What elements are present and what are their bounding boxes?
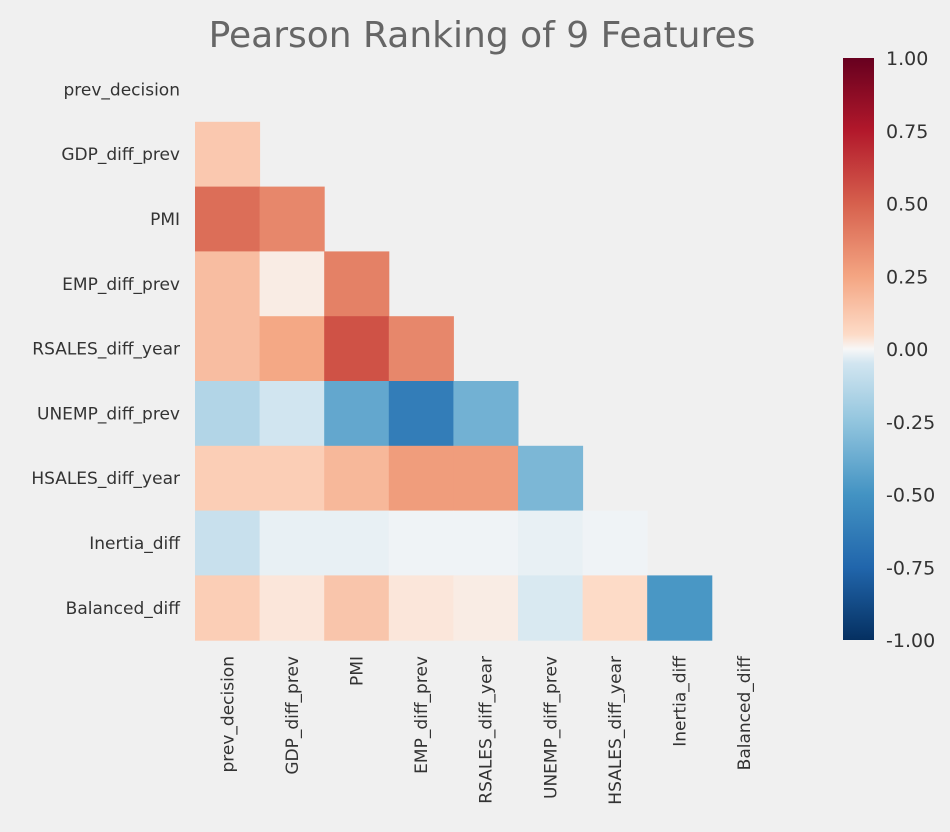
colorbar-tick-label: 0.75 [886, 121, 928, 143]
heatmap-cell-8-3 [388, 575, 454, 641]
heatmap-cell-2-1 [259, 186, 325, 252]
colorbar-tick-label: -0.25 [886, 412, 935, 434]
colorbar-tick-label: -0.75 [886, 557, 935, 579]
heatmap-cell-7-2 [324, 510, 390, 576]
heatmap-cell-8-6 [582, 575, 648, 641]
y-tick-label: prev_decision [63, 80, 180, 100]
x-tick-label: PMI [348, 656, 368, 686]
chart-title: Pearson Ranking of 9 Features [209, 15, 756, 56]
y-tick-label: EMP_diff_prev [62, 275, 180, 295]
x-tick-label: EMP_diff_prev [412, 656, 432, 774]
heatmap-cell-7-6 [582, 510, 648, 576]
heatmap-cell-7-3 [388, 510, 454, 576]
heatmap-cell-8-2 [324, 575, 390, 641]
heatmap-cell-5-3 [388, 381, 454, 447]
x-tick-label: Balanced_diff [735, 655, 755, 771]
y-tick-label: UNEMP_diff_prev [37, 404, 180, 424]
heatmap-cell-3-0 [195, 251, 261, 317]
x-tick-label: GDP_diff_prev [283, 656, 303, 775]
heatmap-cell-5-1 [259, 381, 325, 447]
heatmap-cell-8-0 [195, 575, 261, 641]
heatmap-cell-7-5 [518, 510, 584, 576]
heatmap-cell-3-1 [259, 251, 325, 317]
heatmap-cell-5-2 [324, 381, 390, 447]
heatmap-cell-6-2 [324, 445, 390, 512]
heatmap-cell-7-0 [195, 510, 261, 576]
x-tick-labels: prev_decision GDP_diff_prev PMI EMP_diff_pr… [218, 655, 755, 805]
heatmap-cell-4-0 [195, 316, 261, 382]
colorbar-tick-labels: 1.00 0.75 0.50 0.25 0.00 -0.25 -0.50 -0.75 -1.00 [886, 48, 935, 652]
y-tick-label: Inertia_diff [89, 534, 181, 554]
colorbar-tick-label: 0.25 [886, 266, 928, 288]
heatmap-cell-2-0 [195, 186, 261, 252]
heatmap-cell-1-0 [195, 121, 261, 188]
heatmap-cell-4-3 [388, 316, 454, 382]
heatmap-cell-8-1 [259, 575, 325, 641]
heatmap-cell-4-1 [259, 316, 325, 382]
colorbar-tick-label: -0.50 [886, 485, 935, 507]
y-tick-label: RSALES_diff_year [32, 340, 180, 360]
heatmap-cell-5-0 [195, 381, 261, 447]
y-tick-label: HSALES_diff_year [31, 469, 180, 489]
x-tick-label: prev_decision [218, 656, 238, 773]
x-tick-label: Inertia_diff [671, 655, 691, 747]
colorbar-tick-label: 0.00 [886, 339, 928, 361]
y-tick-label: GDP_diff_prev [61, 145, 180, 165]
heatmap-cell-8-4 [453, 575, 519, 641]
heatmap-cell-7-4 [453, 510, 519, 576]
heatmap-cell-6-0 [195, 445, 261, 512]
heatmap-cells [195, 121, 713, 641]
y-tick-label: Balanced_diff [66, 599, 182, 619]
heatmap-cell-4-2 [324, 316, 390, 382]
heatmap-cell-8-7 [647, 575, 713, 641]
colorbar-tick-label: 0.50 [886, 194, 928, 216]
x-tick-label: RSALES_diff_year [477, 656, 497, 804]
x-tick-label: UNEMP_diff_prev [541, 656, 561, 799]
heatmap-cell-6-3 [388, 445, 454, 512]
y-tick-label: PMI [150, 210, 180, 230]
heatmap-cell-7-1 [259, 510, 325, 576]
x-tick-label: HSALES_diff_year [606, 656, 626, 805]
heatmap-cell-6-1 [259, 445, 325, 512]
heatmap-cell-3-2 [324, 251, 390, 317]
colorbar-tick-label: 1.00 [886, 48, 928, 70]
colorbar-tick-label: -1.00 [886, 630, 935, 652]
heatmap-cell-6-4 [453, 445, 519, 512]
heatmap-cell-5-4 [453, 381, 519, 447]
colorbar [843, 58, 874, 640]
y-tick-labels: prev_decision GDP_diff_prev PMI EMP_diff_pr… [31, 80, 181, 618]
heatmap-cell-8-5 [518, 575, 584, 641]
heatmap-cell-6-5 [518, 445, 584, 512]
